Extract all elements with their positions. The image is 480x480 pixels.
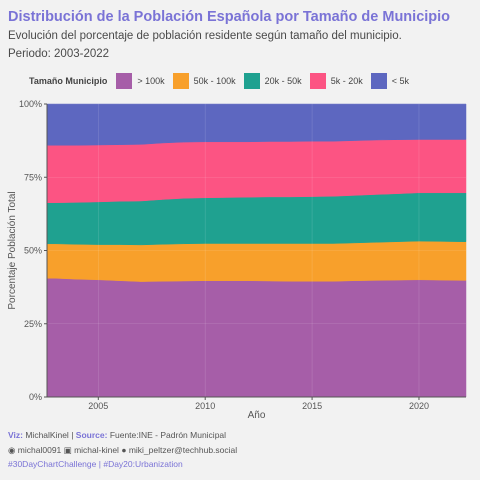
legend-item-lt5k: < 5k [370, 73, 409, 89]
legend-label-lt5k: < 5k [391, 76, 409, 86]
legend-label-gt100k: > 100k [137, 76, 165, 86]
footer-credits: Viz: MichalKinel | Source: Fuente:INE - … [8, 430, 226, 440]
x-tick-label-1: 2010 [195, 401, 215, 411]
linkedin-handle[interactable]: michal-kinel [74, 445, 119, 455]
x-tick-label-3: 2020 [409, 401, 429, 411]
mastodon-icon: ● [121, 445, 127, 455]
area-series-3 [46, 139, 467, 203]
footer-separator: | [71, 430, 74, 440]
legend-swatch-20k-50k [243, 73, 260, 89]
source-label: Source: [75, 430, 108, 440]
legend: Tamaño Municipio > 100k 50k - 100k 20k -… [29, 73, 417, 89]
chart-title: Distribución de la Población Española po… [8, 9, 451, 25]
y-axis-label: Porcentaje Población Total [7, 191, 18, 309]
github-icon: ◉ [8, 445, 16, 455]
legend-item-50k-100k: 50k - 100k [172, 73, 236, 89]
source-value: Fuente:INE - Padrón Municipal [109, 430, 227, 440]
viz-author: MichalKinel [25, 430, 69, 440]
y-tick-label-1: 25% [24, 319, 42, 329]
legend-item-20k-50k: 20k - 50k [243, 73, 302, 89]
legend-title: Tamaño Municipio [29, 76, 108, 86]
mastodon-handle[interactable]: miki_peltzer@techhub.social [128, 445, 238, 455]
legend-swatch-gt100k [116, 73, 133, 89]
stacked-area-chart: 0% 25% 50% 75% 100% 2005 2010 2015 2020 Año Porcen… [7, 99, 467, 421]
x-axis-label: Año [248, 410, 266, 421]
linkedin-icon: ▣ [63, 445, 72, 455]
hashtag-day[interactable]: #Day20:Urbanization [103, 459, 183, 469]
github-handle[interactable]: michal0091 [17, 445, 62, 455]
chart-period: Periodo: 2003-2022 [8, 48, 110, 60]
x-tick-label-2: 2015 [302, 401, 322, 411]
legend-label-50k-100k: 50k - 100k [193, 76, 236, 86]
legend-item-5k-20k: 5k - 20k [309, 73, 363, 89]
y-tick-label-2: 50% [24, 246, 42, 256]
legend-swatch-50k-100k [172, 73, 189, 89]
y-tick-label-4: 100% [19, 99, 42, 109]
legend-label-20k-50k: 20k - 50k [264, 76, 302, 86]
hashtag-separator: | [98, 459, 101, 469]
y-tick-label-0: 0% [29, 392, 42, 402]
x-tick-label-0: 2005 [88, 401, 108, 411]
legend-label-5k-20k: 5k - 20k [330, 76, 363, 86]
legend-swatch-lt5k [370, 73, 387, 89]
area-series-0 [46, 278, 467, 398]
area-series-1 [46, 240, 467, 282]
y-tick-label-3: 75% [24, 172, 42, 182]
legend-item-gt100k: > 100k [116, 73, 165, 89]
legend-swatch-5k-20k [309, 73, 326, 89]
footer-hashtags: #30DayChartChallenge | #Day20:Urbanizati… [8, 459, 183, 469]
footer-social: ◉ michal0091 ▣ michal-kinel ● miki_peltz… [8, 445, 237, 456]
chart-subtitle: Evolución del porcentaje de población re… [8, 30, 402, 42]
viz-label: Viz: [8, 430, 23, 440]
area-series-4 [46, 103, 467, 146]
hashtag-challenge[interactable]: #30DayChartChallenge [8, 459, 97, 469]
